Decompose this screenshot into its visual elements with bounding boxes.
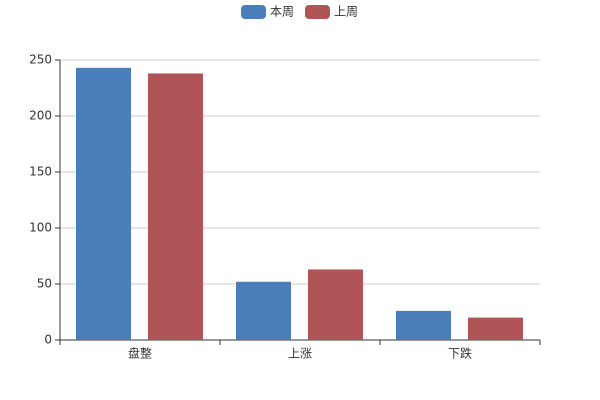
legend-label: 上周 [334, 5, 358, 19]
bar [468, 317, 523, 340]
y-tick-label: 150 [29, 165, 52, 179]
bar [148, 73, 203, 340]
bar [76, 67, 131, 340]
x-tick-label: 下跌 [448, 346, 472, 361]
bar [236, 281, 291, 340]
legend-swatch [241, 5, 266, 19]
y-tick-label: 0 [44, 333, 52, 347]
x-tick-label: 上涨 [288, 346, 312, 361]
y-tick-label: 200 [29, 109, 52, 123]
y-tick-label: 100 [29, 221, 52, 235]
y-tick-label: 250 [29, 53, 52, 67]
legend-swatch [305, 5, 330, 19]
bar [308, 269, 363, 340]
legend-label: 本周 [270, 5, 294, 19]
y-tick-label: 50 [37, 277, 52, 291]
x-tick-label: 盘整 [128, 346, 152, 361]
bar [396, 310, 451, 340]
